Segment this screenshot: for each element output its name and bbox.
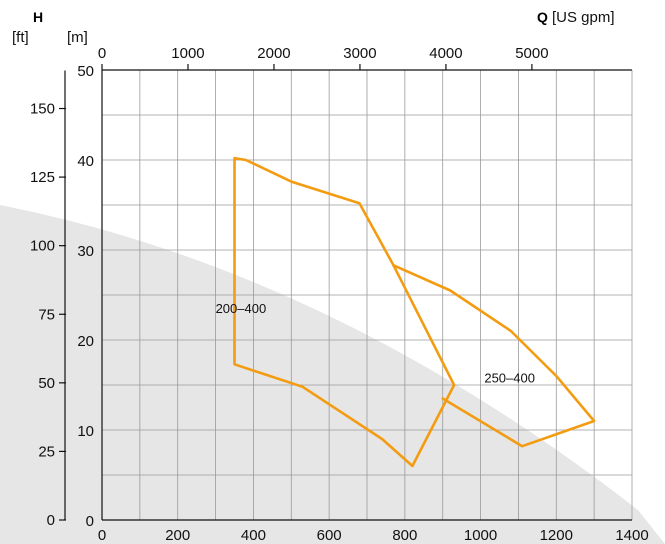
x-tick-label-m3h: 800: [392, 527, 417, 544]
m-unit-label: [m]: [67, 29, 88, 46]
y-tick-label-ft: 150: [30, 101, 55, 118]
q-letter: Q: [537, 9, 548, 25]
x-tick-label-gpm: 5000: [515, 45, 548, 62]
y-tick-label-m: 40: [77, 153, 94, 170]
series-label: 200–400: [216, 301, 267, 316]
y-tick-label-m: 0: [86, 513, 94, 530]
background-shape: [0, 205, 665, 544]
y-tick-label-ft: 25: [38, 443, 55, 460]
y-tick-label-ft: 100: [30, 238, 55, 255]
x-tick-label-m3h: 1400: [615, 527, 648, 544]
y-ticks-m: 0 10 20 30 40 50: [77, 63, 94, 530]
x-tick-label-gpm: 3000: [343, 45, 376, 62]
x-tick-label-gpm: 1000: [171, 45, 204, 62]
y-tick-label-ft: 125: [30, 169, 55, 186]
x-tick-label-m3h: 400: [241, 527, 266, 544]
x-tick-label-gpm: 4000: [429, 45, 462, 62]
x-tick-label-m3h: 0: [98, 527, 106, 544]
y-tick-label-m: 30: [77, 243, 94, 260]
h-letter: H: [33, 9, 43, 25]
x-tick-label-m3h: 1200: [540, 527, 573, 544]
y-tick-label-ft: 0: [47, 512, 55, 529]
x-tick-label-m3h: 200: [165, 527, 190, 544]
axes: [64, 69, 632, 521]
x-tick-label-gpm: 0: [98, 45, 106, 62]
series: 200–400 250–400: [216, 156, 596, 468]
x-tick-label-m3h: 1000: [464, 527, 497, 544]
y-tick-label-m: 10: [77, 423, 94, 440]
x-ticks-primary: 0 200 400 600 800 1000 1200 1400: [98, 527, 649, 544]
series-label: 250–400: [484, 370, 535, 385]
y-tick-label-ft: 75: [38, 306, 55, 323]
y-ticks-ft: 0 25 50 75 100 125 150: [30, 101, 66, 529]
q-unit-label: [US gpm]: [552, 9, 615, 26]
y-tick-label-m: 20: [77, 333, 94, 350]
performance-curve-200–400: [233, 156, 456, 468]
y-tick-label-ft: 50: [38, 375, 55, 392]
y-tick-label-m: 50: [77, 63, 94, 80]
x-ticks-secondary: 0 1000 2000 3000 4000 5000: [98, 45, 549, 70]
ft-unit-label: [ft]: [12, 29, 29, 46]
x-tick-label-m3h: 600: [317, 527, 342, 544]
performance-curve-250–400: [392, 263, 596, 448]
x-tick-label-gpm: 2000: [257, 45, 290, 62]
